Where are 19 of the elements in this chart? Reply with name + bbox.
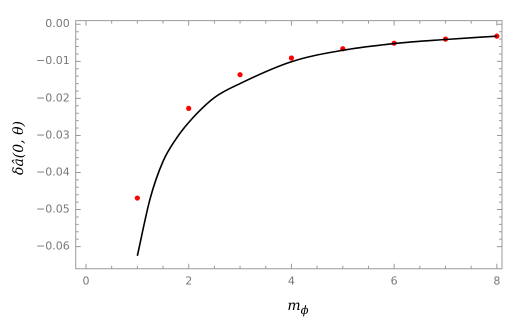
y-tick-label: −0.05 (36, 202, 70, 216)
y-tick-label: −0.01 (36, 54, 70, 68)
x-tick-label: 6 (390, 274, 398, 288)
y-tick-label: 0.00 (45, 17, 70, 30)
x-axis-title: m$_{ϕ}$ (287, 298, 309, 317)
y-tick-label: −0.03 (36, 128, 70, 142)
x-tick-label: 8 (493, 274, 500, 288)
y-axis-title: δâ(0, θ) (11, 121, 27, 175)
x-tick-label: 0 (82, 274, 90, 288)
x-tick-label: 2 (185, 274, 192, 288)
x-tick-label: 4 (288, 274, 295, 288)
y-tick-label: −0.02 (36, 91, 70, 104)
y-tick-label: −0.04 (36, 165, 70, 178)
point (288, 55, 294, 61)
line-series (136, 35, 498, 257)
point (186, 106, 192, 111)
point (134, 195, 140, 201)
point (237, 72, 243, 78)
y-tick-label: −0.06 (36, 239, 70, 252)
